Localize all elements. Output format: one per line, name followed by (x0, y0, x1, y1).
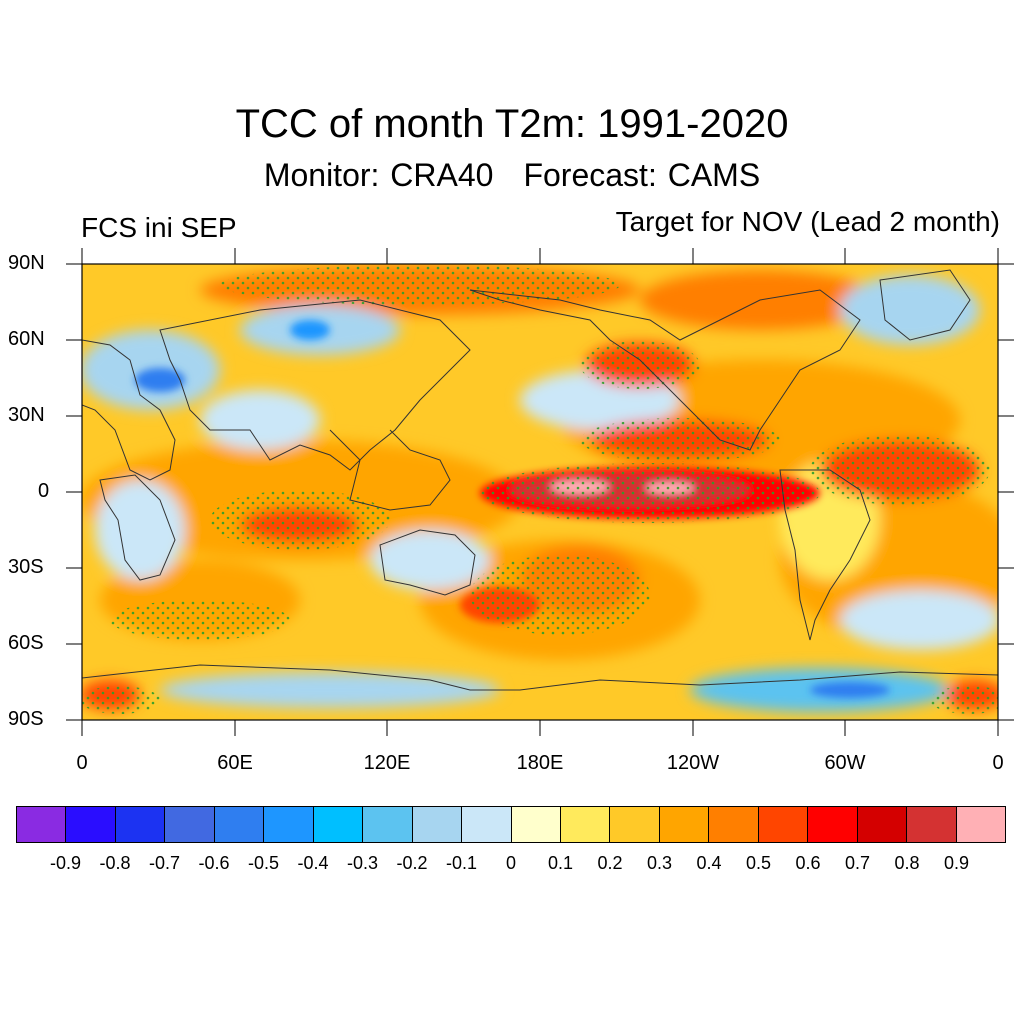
lon-ticks (81, 248, 999, 736)
colorbar-swatch (165, 807, 215, 842)
colorbar-swatch (66, 807, 116, 842)
lon-label-60w: 60W (824, 752, 866, 774)
colorbar-swatch (709, 807, 759, 842)
colorbar-label: -0.5 (247, 853, 280, 873)
colorbar-swatch (214, 807, 265, 842)
correlation-field (82, 264, 998, 720)
colorbar-label: -0.1 (445, 853, 478, 873)
lat-label-60n: 60N (8, 328, 45, 350)
colorbar-label: -0.9 (49, 853, 82, 873)
lat-label-0: 0 (38, 480, 50, 502)
lon-label-180e: 180E (516, 752, 564, 774)
colorbar-label: 0.5 (745, 853, 772, 873)
lat-label-90s: 90S (8, 708, 44, 730)
colorbar-swatch (560, 807, 611, 842)
lat-label-90n: 90N (8, 252, 45, 274)
colorbar-label: 0.6 (795, 853, 821, 873)
colorbar-label: -0.6 (198, 853, 230, 873)
colorbar-swatch (264, 807, 314, 842)
colorbar-swatch (907, 807, 957, 842)
lon-label-120w: 120W (666, 752, 720, 774)
forecast-label: Forecast: CAMS (523, 157, 761, 193)
map-title: TCC of month T2m: 1991-2020 (235, 102, 789, 146)
colorbar-label: -0.4 (297, 853, 329, 873)
colorbar-swatch (857, 807, 908, 842)
lon-label-0-left: 0 (76, 752, 88, 774)
colorbar-label: -0.8 (99, 853, 131, 873)
lat-label-30n: 30N (8, 404, 45, 426)
colorbar-swatch (659, 807, 710, 842)
colorbar-swatch (115, 807, 166, 842)
colorbar-label: 0.4 (696, 853, 722, 873)
colorbar (16, 806, 1006, 843)
colorbar-label: 0 (505, 853, 517, 873)
colorbar-swatch (808, 807, 858, 842)
colorbar-label: -0.7 (148, 853, 181, 873)
colorbar-swatch (363, 807, 413, 842)
lat-ticks (66, 263, 1014, 721)
colorbar-label: 0.7 (844, 853, 871, 873)
target-label: Target for NOV (Lead 2 month) (615, 206, 1000, 237)
lon-label-60e: 60E (217, 752, 253, 774)
colorbar-swatch (758, 807, 809, 842)
lat-label-30s: 30S (8, 556, 44, 578)
lon-label-120e: 120E (363, 752, 411, 774)
colorbar-swatch (511, 807, 561, 842)
colorbar-swatch (313, 807, 364, 842)
colorbar-label: 0.3 (646, 853, 673, 873)
colorbar-swatch (17, 807, 67, 842)
coastlines (82, 269, 998, 691)
init-label: FCS ini SEP (81, 212, 237, 243)
colorbar-label: -0.2 (396, 853, 428, 873)
colorbar-swatch (462, 807, 512, 842)
colorbar-label: 0.9 (943, 853, 970, 873)
colorbar-label: 0.2 (597, 853, 623, 873)
colorbar-label: 0.8 (894, 853, 920, 873)
colorbar-label: 0.1 (547, 853, 574, 873)
lat-label-60s: 60S (8, 632, 44, 654)
colorbar-swatch (412, 807, 463, 842)
map-subtitle: Monitor: CRA40 Forecast: CAMS (0, 157, 1024, 194)
colorbar-label: -0.3 (346, 853, 379, 873)
colorbar-swatch (956, 807, 1006, 842)
colorbar-swatch (610, 807, 660, 842)
monitor-label: Monitor: CRA40 (263, 157, 494, 193)
lon-label-0-right: 0 (992, 752, 1004, 774)
